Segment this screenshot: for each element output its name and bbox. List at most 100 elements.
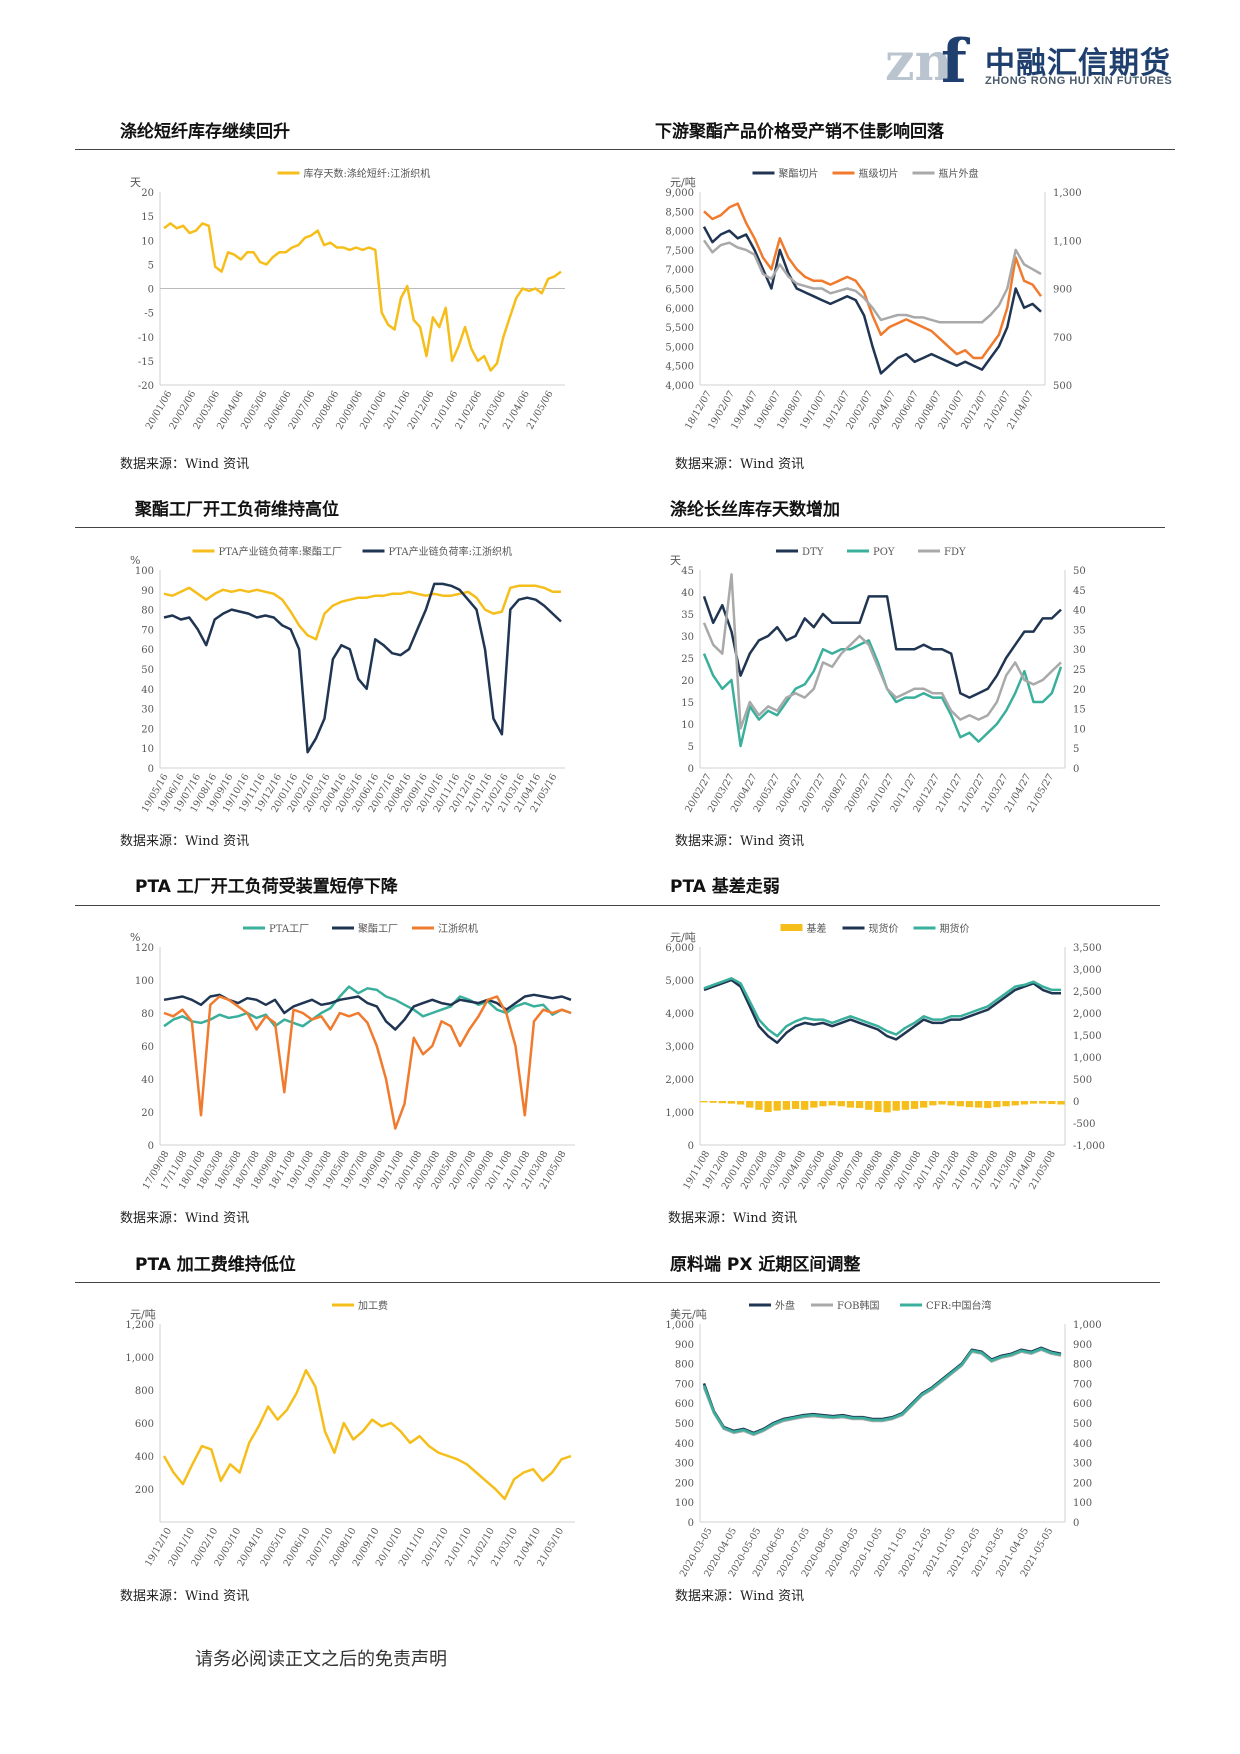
c4-ytick-2: 10 <box>681 720 694 731</box>
c6-bar-0-9 <box>782 1101 791 1110</box>
c6-y2tick-6: 2,000 <box>1073 1009 1102 1020</box>
c6-bar-0-23 <box>910 1101 919 1109</box>
c8-y2tick-7: 700 <box>1073 1379 1092 1390</box>
c4-y2tick-7: 35 <box>1073 625 1086 636</box>
c6-y2tick-1: -500 <box>1073 1119 1095 1130</box>
c3-ytick-10: 100 <box>135 566 154 577</box>
c2-ytick-9: 8,500 <box>665 207 694 218</box>
c1-legend-label-0: 库存天数:涤纶短纤:江浙织机 <box>304 167 431 180</box>
c2-series-line-2 <box>702 239 1042 324</box>
chart-8-px-prices: 外盘 FOB韩国 CFR:中国台湾 美元/吨 0 100 200 300 400 500 600 70… <box>650 1292 1120 1597</box>
c3-ytick-3: 30 <box>141 705 154 716</box>
c8-y2tick-4: 400 <box>1073 1439 1092 1450</box>
c6-y2tick-3: 500 <box>1073 1075 1092 1086</box>
c7-series-line-0 <box>162 1368 572 1501</box>
c1-ytick-1: -15 <box>138 357 154 368</box>
c5-ytick-5: 100 <box>135 976 154 987</box>
c6-bar-0-38 <box>1048 1101 1056 1105</box>
c6-bar-0-10 <box>791 1101 800 1109</box>
c5-ytick-0: 0 <box>148 1141 154 1152</box>
c2-legend-label-2: 瓶片外盘 <box>939 167 979 180</box>
c6-bar-0-22 <box>901 1101 910 1110</box>
c8-y2tick-8: 800 <box>1073 1360 1092 1371</box>
chart-4-filament-inventory: DTY POY FDY 天 0 5 10 15 20 25 30 35 40 45 0 5 10 15 20 25 30… <box>650 538 1120 843</box>
c7-ytick-4: 1,000 <box>125 1353 154 1364</box>
c7-ytick-2: 600 <box>135 1419 154 1430</box>
c6-bar-0-4 <box>736 1101 745 1105</box>
c1-ytick-7: 15 <box>141 212 154 223</box>
c6-bar-0-0 <box>700 1101 708 1103</box>
c1-ytick-8: 20 <box>141 188 154 199</box>
c3-ytick-9: 90 <box>141 586 154 597</box>
c8-y2tick-1: 100 <box>1073 1498 1092 1509</box>
source-note-6: 数据来源：Wind 资讯 <box>668 1211 798 1226</box>
c7-ytick-3: 800 <box>135 1386 154 1397</box>
disclaimer-footer: 请务必阅读正文之后的免责声明 <box>195 1649 447 1670</box>
c6-ytick-1: 1,000 <box>665 1108 694 1119</box>
source-note-2: 数据来源：Wind 资讯 <box>675 457 805 472</box>
c6-legend-label-0: 基差 <box>807 922 827 935</box>
chart-2-polyester-prices: 聚酯切片 瓶级切片 瓶片外盘 元/吨 4,000 4,500 5,000 5,500 6,000… <box>650 160 1100 460</box>
c1-svg: 库存天数:涤纶短纤:江浙织机天-20-15-10-50510152020/01/… <box>130 167 565 431</box>
c6-ytick-6: 6,000 <box>665 943 694 954</box>
c2-ytick-4: 6,000 <box>665 304 694 315</box>
c6-bar-0-29 <box>965 1101 974 1108</box>
c5-legend-label-0: PTA工厂 <box>269 924 309 935</box>
c7-legend-label-0: 加工费 <box>358 1299 388 1312</box>
chart-5-pta-load: PTA工厂 聚酯工厂 江浙织机% 0 20 40 60 80 100 120 17/09/08 17/… <box>110 915 590 1220</box>
c3-ytick-2: 20 <box>141 724 154 735</box>
c8-y2tick-0: 0 <box>1073 1518 1079 1529</box>
c5-ytick-1: 20 <box>141 1108 154 1119</box>
c8-series-line-2 <box>702 1347 1062 1436</box>
c8-y2tick-2: 200 <box>1073 1478 1092 1489</box>
c6-legend-swatch-0 <box>780 924 803 931</box>
c6-ytick-4: 4,000 <box>665 1009 694 1020</box>
c6-y2tick-0: -1,000 <box>1073 1141 1105 1152</box>
c2-ytick-0: 4,000 <box>665 381 694 392</box>
c1-y-unit: 天 <box>130 176 141 189</box>
c6-bar-0-11 <box>801 1101 809 1110</box>
c1-ytick-3: -5 <box>144 309 154 320</box>
c2-ytick-2: 5,000 <box>665 342 694 353</box>
c6-bar-0-33 <box>1002 1101 1010 1107</box>
c4-ytick-3: 15 <box>681 698 694 709</box>
c3-legend-label-0: PTA产业链负荷率:聚酯工厂 <box>219 545 342 558</box>
c4-legend-label-2: FDY <box>944 547 966 558</box>
svg-text:zn: zn <box>885 32 952 90</box>
c8-y2tick-5: 500 <box>1073 1419 1092 1430</box>
chart-3-polyester-load: PTA产业链负荷率:聚酯工厂 PTA产业链负荷率:江浙织机% 0 10 20 30 40 50… <box>110 538 580 843</box>
c5-series-line-2 <box>163 995 572 1130</box>
c4-y2tick-3: 15 <box>1073 705 1086 716</box>
c3-ytick-1: 10 <box>141 744 154 755</box>
c6-bar-0-39 <box>1057 1101 1065 1105</box>
c6-bar-0-1 <box>709 1101 717 1103</box>
c2-ytick-1: 4,500 <box>665 362 694 373</box>
c4-y2tick-0: 0 <box>1073 764 1079 775</box>
c8-y2tick-9: 900 <box>1073 1340 1092 1351</box>
c3-series-line-1 <box>163 582 562 754</box>
c6-bar-0-25 <box>929 1101 937 1106</box>
c6-y2tick-8: 3,000 <box>1073 965 1102 976</box>
c8-ytick-3: 300 <box>675 1459 694 1470</box>
c2-y2tick-3: 1,100 <box>1053 236 1082 247</box>
source-note-4: 数据来源：Wind 资讯 <box>675 834 805 849</box>
c3-y-unit: % <box>130 554 140 567</box>
c3-series-line-0 <box>163 584 561 641</box>
section-title-2: 下游聚酯产品价格受产销不佳影响回落 <box>655 122 944 142</box>
section-title-4: 涤纶长丝库存天数增加 <box>670 500 840 520</box>
c3-legend-label-1: PTA产业链负荷率:江浙织机 <box>389 545 512 558</box>
c6-bar-0-15 <box>837 1101 845 1107</box>
source-note-1: 数据来源：Wind 资讯 <box>120 457 250 472</box>
c6-y2tick-5: 1,500 <box>1073 1031 1102 1042</box>
c6-bar-0-7 <box>764 1101 772 1112</box>
c4-legend-label-1: POY <box>873 547 895 558</box>
divider-4 <box>75 1282 1160 1283</box>
section-title-3: 聚酯工厂开工负荷维持高位 <box>135 500 339 520</box>
c2-ytick-6: 7,000 <box>665 265 694 276</box>
c6-y-unit: 元/吨 <box>670 931 696 944</box>
c5-ytick-3: 60 <box>141 1042 154 1053</box>
c6-legend-label-2: 期货价 <box>940 922 970 935</box>
c2-ytick-7: 7,500 <box>665 246 694 257</box>
svg-text:f: f <box>941 30 971 90</box>
